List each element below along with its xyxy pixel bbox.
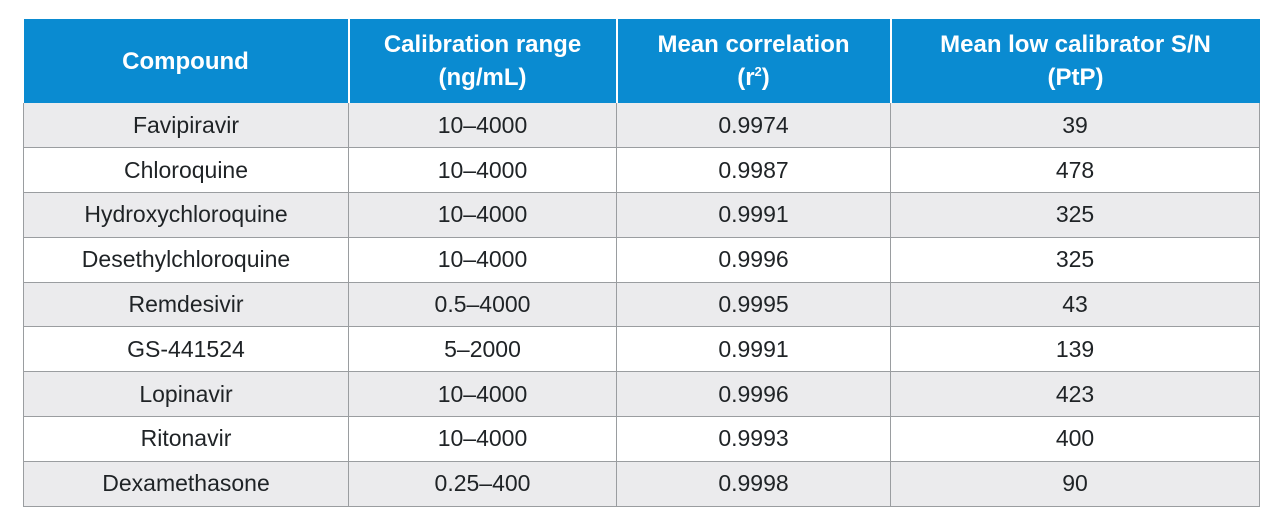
cell-compound: Favipiravir [23,103,349,149]
cell-signal-to-noise: 325 [890,237,1260,283]
cell-calibration-range: 10–4000 [348,147,617,194]
table-row: Remdesivir 0.5–4000 0.9995 43 [23,282,1260,328]
cell-mean-correlation: 0.9996 [616,237,891,283]
cell-signal-to-noise: 43 [890,282,1260,328]
header-mean-correlation-line1: Mean correlation [657,31,850,58]
cell-calibration-range: 10–4000 [348,416,617,462]
header-calibration-range-line2: (ng/mL) [438,64,527,91]
cell-compound: Remdesivir [23,282,349,328]
calibration-table: Compound Calibration range (ng/mL) Mean … [23,19,1260,507]
cell-signal-to-noise: 90 [890,461,1260,507]
cell-calibration-range: 10–4000 [348,192,617,238]
cell-signal-to-noise: 478 [890,147,1260,194]
cell-calibration-range: 5–2000 [348,326,617,373]
cell-compound: GS-441524 [23,326,349,373]
header-r-superscript: 2 [754,64,762,79]
header-mean-low-calibrator: Mean low calibrator S/N (PtP) [890,19,1260,103]
header-r-close: ) [761,64,770,91]
table-body: Favipiravir 10–4000 0.9974 39 Chloroquin… [23,103,1260,507]
header-r-label: (r [737,64,755,91]
table-row: Favipiravir 10–4000 0.9974 39 [23,103,1260,149]
cell-mean-correlation: 0.9998 [616,461,891,507]
cell-calibration-range: 0.5–4000 [348,282,617,328]
cell-mean-correlation: 0.9996 [616,371,891,418]
cell-mean-correlation: 0.9991 [616,326,891,373]
calibration-table-container: Compound Calibration range (ng/mL) Mean … [23,19,1260,507]
cell-mean-correlation: 0.9995 [616,282,891,328]
header-row: Compound Calibration range (ng/mL) Mean … [23,19,1260,103]
header-mean-correlation-line2: (r2) [624,61,884,94]
table-row: Chloroquine 10–4000 0.9987 478 [23,147,1260,194]
cell-mean-correlation: 0.9974 [616,103,891,149]
table-row: Desethylchloroquine 10–4000 0.9996 325 [23,237,1260,283]
cell-calibration-range: 10–4000 [348,103,617,149]
cell-compound: Lopinavir [23,371,349,418]
cell-signal-to-noise: 39 [890,103,1260,149]
header-compound-label: Compound [122,47,249,75]
cell-signal-to-noise: 400 [890,416,1260,462]
cell-compound: Ritonavir [23,416,349,462]
cell-compound: Hydroxychloroquine [23,192,349,238]
cell-mean-correlation: 0.9991 [616,192,891,238]
header-mean-low-calibrator-line1: Mean low calibrator S/N [940,31,1211,58]
table-row: Dexamethasone 0.25–400 0.9998 90 [23,461,1260,507]
cell-mean-correlation: 0.9993 [616,416,891,462]
table-header: Compound Calibration range (ng/mL) Mean … [23,19,1260,103]
header-calibration-range: Calibration range (ng/mL) [348,19,618,103]
cell-signal-to-noise: 139 [890,326,1260,373]
header-mean-low-calibrator-line2: (PtP) [1047,64,1104,91]
cell-compound: Desethylchloroquine [23,237,349,283]
header-compound: Compound [23,19,350,103]
cell-signal-to-noise: 423 [890,371,1260,418]
cell-compound: Dexamethasone [23,461,349,507]
header-calibration-range-line1: Calibration range [383,31,582,58]
cell-mean-correlation: 0.9987 [616,147,891,194]
cell-calibration-range: 10–4000 [348,371,617,418]
header-mean-correlation: Mean correlation (r2) [616,19,892,103]
table-row: GS-441524 5–2000 0.9991 139 [23,326,1260,373]
table-row: Lopinavir 10–4000 0.9996 423 [23,371,1260,418]
table-row: Hydroxychloroquine 10–4000 0.9991 325 [23,192,1260,238]
cell-calibration-range: 0.25–400 [348,461,617,507]
cell-signal-to-noise: 325 [890,192,1260,238]
table-row: Ritonavir 10–4000 0.9993 400 [23,416,1260,462]
cell-calibration-range: 10–4000 [348,237,617,283]
cell-compound: Chloroquine [23,147,349,194]
